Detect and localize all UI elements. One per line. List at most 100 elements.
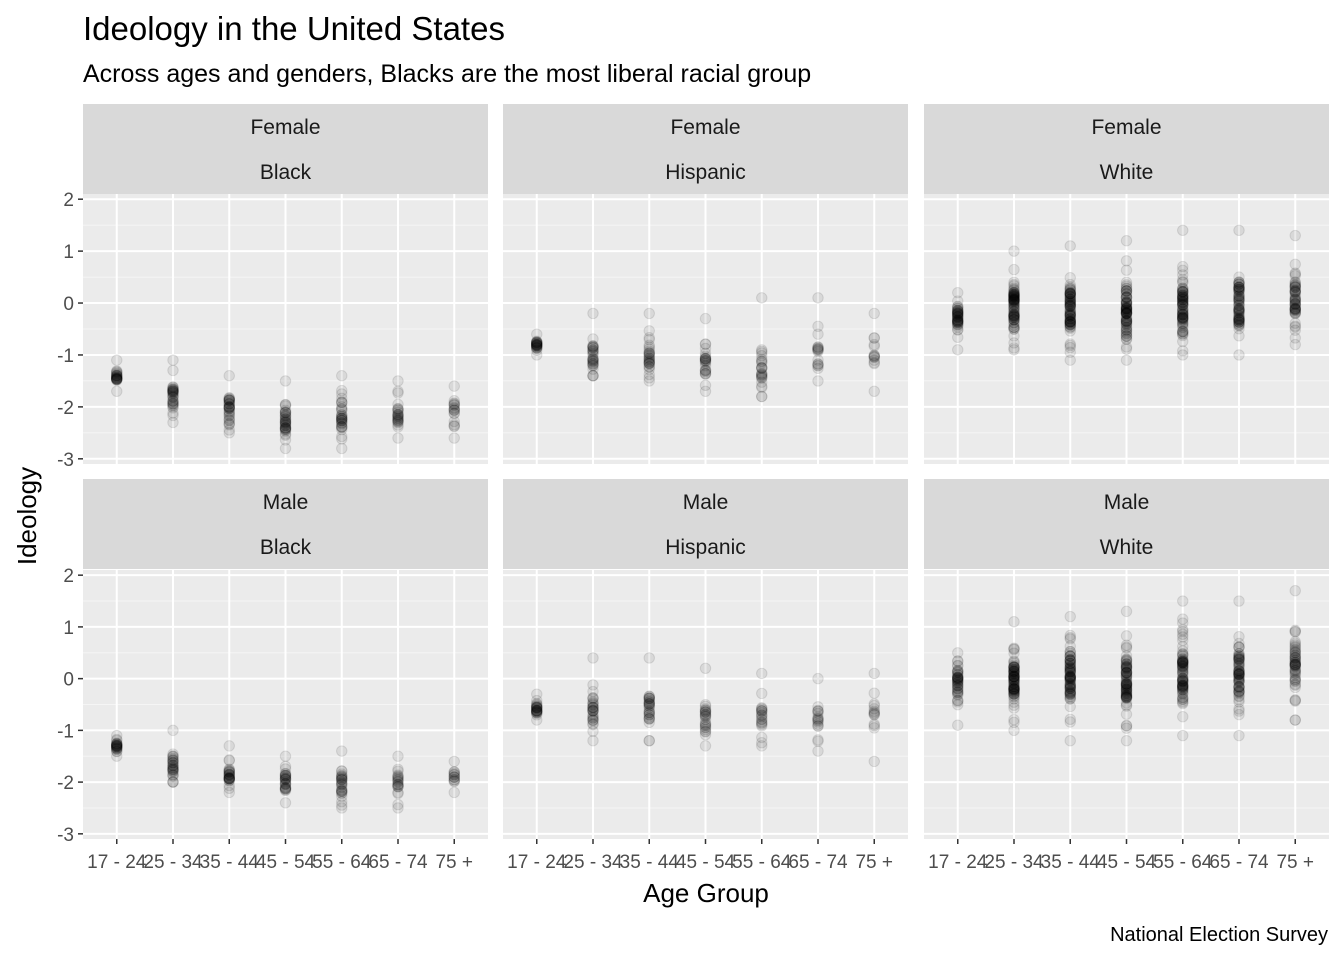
data-point <box>952 319 964 331</box>
data-point <box>336 403 348 416</box>
data-point <box>699 367 712 380</box>
data-point <box>223 768 235 781</box>
data-point <box>1233 283 1245 296</box>
data-point <box>756 390 768 403</box>
data-point <box>643 352 655 365</box>
data-point <box>1233 305 1245 318</box>
data-point <box>1064 309 1076 321</box>
data-point <box>1289 304 1301 316</box>
data-point <box>392 408 404 420</box>
data-point <box>111 373 123 385</box>
data-point <box>1233 289 1245 301</box>
data-point <box>952 310 964 322</box>
data-point <box>1064 287 1076 299</box>
x-tick-label: 65 - 74 <box>1209 852 1269 873</box>
data-point <box>1008 293 1020 305</box>
data-point <box>1008 321 1020 333</box>
data-point <box>223 772 235 784</box>
data-point <box>531 349 543 361</box>
data-point <box>1064 286 1076 298</box>
data-point <box>952 316 964 328</box>
data-point <box>1064 297 1076 309</box>
data-point <box>812 375 824 387</box>
data-point <box>952 308 964 320</box>
data-point <box>279 421 292 434</box>
data-point <box>223 392 235 405</box>
data-point <box>1120 296 1133 309</box>
data-point <box>1064 322 1076 334</box>
data-point <box>111 372 123 385</box>
data-point <box>1177 306 1189 318</box>
data-point <box>1177 304 1189 317</box>
data-point <box>1120 276 1133 289</box>
data-point <box>111 745 123 758</box>
data-point <box>1064 316 1076 328</box>
data-point <box>223 764 235 776</box>
data-point <box>111 372 123 384</box>
data-point <box>1177 296 1189 308</box>
data-point <box>1289 300 1301 313</box>
data-point <box>1177 286 1189 298</box>
data-point <box>1120 302 1133 315</box>
data-point <box>587 354 599 366</box>
data-point <box>223 765 235 778</box>
data-point <box>756 357 768 369</box>
data-point <box>812 672 824 685</box>
data-point <box>223 414 235 427</box>
facet-panel-female-hispanic: Female Hispanic <box>503 104 908 464</box>
data-point <box>336 433 348 445</box>
data-point <box>1008 289 1020 301</box>
strip-label-race: Black <box>260 161 312 184</box>
data-point <box>167 385 179 397</box>
data-point <box>1289 303 1301 315</box>
x-tick-label: 45 - 54 <box>1097 852 1157 873</box>
data-point <box>952 304 964 316</box>
data-point <box>1233 276 1245 288</box>
data-point <box>1064 716 1076 728</box>
data-point <box>223 779 235 792</box>
data-point <box>167 385 179 397</box>
data-point <box>392 798 404 811</box>
x-tick-label: 25 - 34 <box>563 852 623 873</box>
data-point <box>756 667 768 680</box>
data-point <box>336 770 348 782</box>
data-point <box>1064 288 1076 300</box>
data-point <box>279 782 292 795</box>
data-point <box>643 349 655 361</box>
data-point <box>1289 306 1301 318</box>
data-point <box>448 419 460 431</box>
data-point <box>1008 293 1020 305</box>
x-tick-label: 75 + <box>855 852 893 873</box>
data-point <box>1289 258 1301 270</box>
data-point <box>1289 298 1301 311</box>
data-point <box>952 307 964 320</box>
data-point <box>1064 735 1076 747</box>
data-point <box>336 799 348 811</box>
data-point <box>1008 293 1020 306</box>
data-point <box>1177 273 1189 286</box>
data-point <box>1177 303 1189 315</box>
data-point <box>1064 295 1076 308</box>
data-point <box>167 395 179 407</box>
data-point <box>1289 293 1301 306</box>
data-point <box>1120 308 1133 320</box>
data-point <box>279 768 292 780</box>
data-point <box>111 368 123 380</box>
data-point <box>1289 324 1301 336</box>
data-point <box>756 371 768 383</box>
data-point <box>1120 298 1133 310</box>
strip-label-gender: Female <box>250 116 320 139</box>
data-point <box>167 364 179 377</box>
data-point <box>1008 286 1020 299</box>
data-point <box>1008 290 1020 302</box>
data-point <box>336 370 348 382</box>
data-point <box>1120 343 1133 355</box>
data-point <box>1233 306 1245 319</box>
data-point <box>1233 299 1245 312</box>
data-point <box>1064 354 1076 366</box>
data-point <box>1289 281 1301 293</box>
strip-label-gender: Male <box>263 491 309 514</box>
data-point <box>699 719 712 732</box>
data-point <box>336 769 348 782</box>
